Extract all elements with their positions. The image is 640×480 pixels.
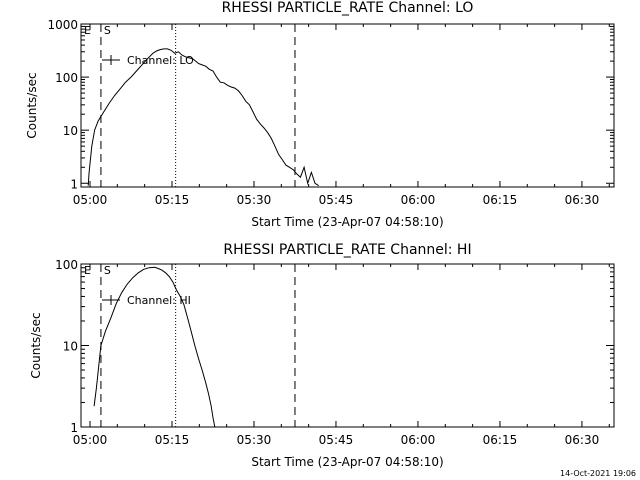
series-line	[87, 48, 319, 187]
x-tick-label: 05:30	[237, 433, 272, 447]
chart-title: RHESSI PARTICLE_RATE Channel: LO	[222, 0, 474, 16]
y-tick-label: 100	[55, 258, 78, 272]
x-tick-label: 05:00	[73, 433, 108, 447]
y-tick-label: 1	[70, 177, 78, 191]
x-tick-label: 06:30	[565, 193, 600, 207]
x-tick-label: 06:00	[401, 433, 436, 447]
plot-frame	[80, 23, 615, 188]
corner-label: E	[84, 24, 91, 37]
series-line	[93, 266, 216, 428]
y-axis-label: Counts/sec	[25, 72, 39, 138]
x-axis-label: Start Time (23-Apr-07 04:58:10)	[251, 215, 443, 229]
x-tick-label: 06:30	[565, 433, 600, 447]
y-tick-label: 1	[70, 421, 78, 435]
x-axis-label: Start Time (23-Apr-07 04:58:10)	[251, 455, 443, 469]
y-tick-label: 100	[55, 71, 78, 85]
footer-timestamp: 14-Oct-2021 19:06	[560, 469, 636, 478]
chart-panel-1: RHESSI PARTICLE_RATE Channel: LO 05:00 05:…	[25, 0, 615, 229]
x-tick-label: 05:45	[319, 433, 354, 447]
x-tick-label: 06:00	[401, 193, 436, 207]
y-tick-label: 10	[63, 340, 78, 354]
x-tick-label: 05:15	[155, 433, 190, 447]
legend-label: Channel: HI	[127, 294, 191, 307]
y-tick-label: 1000	[47, 18, 78, 32]
chart-title: RHESSI PARTICLE_RATE Channel: HI	[223, 242, 471, 258]
x-tick-label: 06:15	[483, 433, 518, 447]
event-marker-label: S	[104, 24, 111, 37]
chart-panels: RHESSI PARTICLE_RATE Channel: LO 05:00 05:…	[25, 0, 615, 469]
chart-panel-2: RHESSI PARTICLE_RATE Channel: HI 05:00 05:…	[29, 242, 615, 469]
y-axis-label: Counts/sec	[29, 312, 43, 378]
corner-label: E	[84, 264, 91, 277]
x-tick-label: 05:30	[237, 193, 272, 207]
x-tick-label: 05:45	[319, 193, 354, 207]
x-tick-label: 06:15	[483, 193, 518, 207]
event-marker-label: S	[104, 264, 111, 277]
legend-label: Channel: LO	[127, 54, 194, 67]
x-tick-label: 05:00	[73, 193, 108, 207]
plot-frame	[80, 263, 615, 428]
y-tick-label: 10	[63, 124, 78, 138]
x-tick-label: 05:15	[155, 193, 190, 207]
